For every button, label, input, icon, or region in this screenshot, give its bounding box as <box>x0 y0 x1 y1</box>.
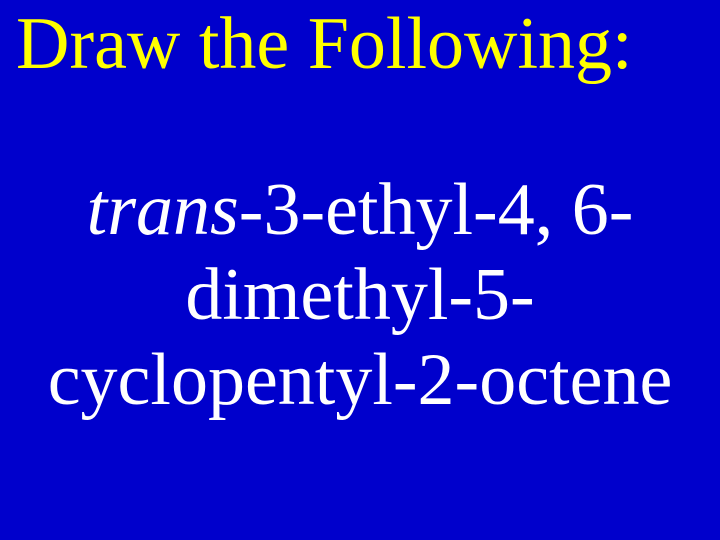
compound-line2: dimethyl-5- <box>185 254 534 336</box>
slide: Draw the Following: trans-3-ethyl-4, 6- … <box>0 0 720 540</box>
compound-name: trans-3-ethyl-4, 6- dimethyl-5- cyclopen… <box>0 168 720 423</box>
compound-line3: cyclopentyl-2-octene <box>48 339 673 421</box>
title-text: Draw the Following: <box>16 3 633 85</box>
compound-line1-rest: -3-ethyl-4, 6- <box>239 169 634 251</box>
slide-title: Draw the Following: <box>16 6 710 84</box>
compound-prefix: trans <box>87 169 239 251</box>
